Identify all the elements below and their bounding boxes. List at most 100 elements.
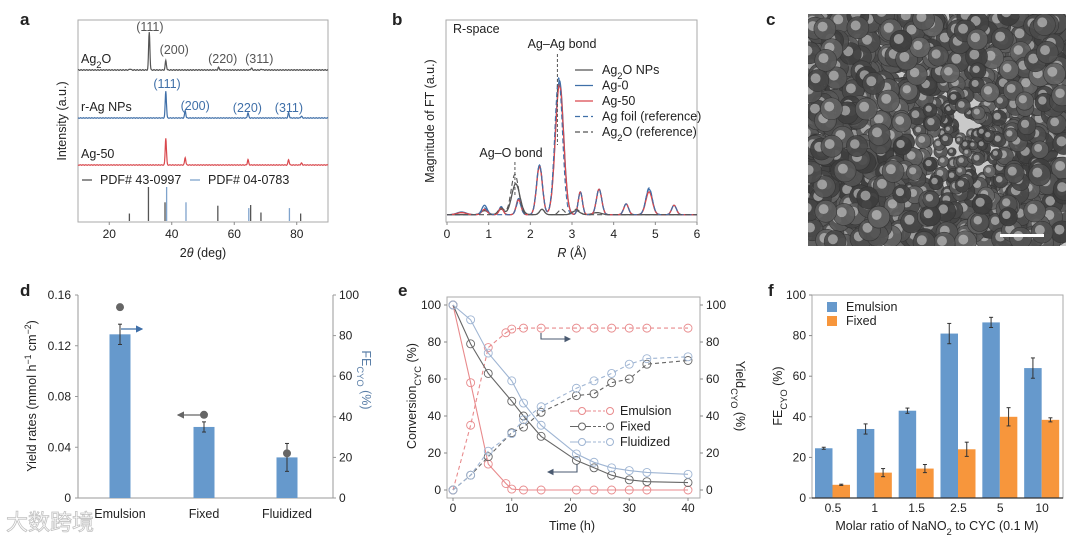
series-label-part: O: [102, 52, 112, 66]
droplet-highlight: [810, 73, 821, 84]
droplet-highlight: [1018, 95, 1027, 104]
yield-point: [589, 389, 599, 399]
droplet-highlight: [939, 157, 945, 163]
yield-point: [519, 415, 528, 425]
yield-point: [642, 323, 652, 333]
droplet-highlight: [931, 177, 938, 185]
legend-label-part: O NPs: [623, 63, 660, 77]
peak-label: (311): [245, 52, 273, 66]
y-tick-label: 40: [793, 410, 807, 424]
droplet-highlight: [978, 141, 984, 147]
droplet-highlight: [818, 204, 829, 215]
panel-letters: a b c d e f: [20, 10, 775, 300]
droplet-highlight: [937, 236, 947, 246]
scale-bar: [1000, 234, 1044, 237]
droplet-highlight: [942, 135, 949, 142]
droplet-highlight: [983, 86, 993, 95]
droplet-highlight: [978, 128, 984, 134]
y2-axis-label-part: Yield: [733, 361, 747, 388]
y2-tick-label: 80: [339, 329, 353, 343]
y2-tick-label: 40: [339, 410, 353, 424]
droplet-highlight: [873, 114, 884, 124]
droplet: [997, 14, 1020, 26]
yield-point: [519, 323, 528, 333]
y-axis-label-part: ): [25, 320, 39, 324]
droplet-highlight: [900, 14, 911, 21]
droplet-highlight: [808, 202, 812, 213]
yield-point: [466, 470, 476, 480]
y-axis-label-part: Conversion: [405, 386, 419, 449]
plot-frame: [77, 19, 329, 223]
conversion-point: [507, 376, 517, 386]
y2-tick-label: 40: [706, 409, 720, 423]
yield-point: [483, 343, 493, 352]
conversion-point: [483, 459, 493, 469]
droplet-highlight: [876, 178, 887, 189]
droplet-highlight: [1013, 45, 1024, 55]
droplet-highlight: [909, 167, 917, 175]
emulsion-bar: [898, 410, 917, 498]
x-tick-label: 1.5: [908, 501, 925, 515]
yield-point: [571, 323, 581, 333]
droplet-highlight: [923, 209, 933, 219]
legend-label: Ag-50: [602, 94, 635, 108]
y-tick-label: 60: [428, 372, 442, 386]
panel-letter-f: f: [768, 281, 774, 300]
conversion-point: [624, 475, 634, 485]
droplet-highlight: [1055, 88, 1065, 98]
y-tick-label: 20: [428, 446, 442, 460]
droplet-highlight: [957, 101, 965, 108]
droplet-highlight: [808, 164, 814, 175]
emulsion-bar: [856, 428, 875, 498]
x-axis-label-part: Molar ratio of NaNO: [835, 519, 946, 533]
legend-marker: [578, 422, 586, 431]
yield-bar: [276, 457, 298, 498]
droplet-highlight: [877, 14, 887, 17]
yield-point: [536, 407, 546, 417]
droplet-highlight: [938, 204, 948, 214]
droplet-highlight: [1044, 210, 1055, 220]
conversion-point: [624, 466, 634, 476]
conversion-point: [448, 300, 458, 310]
conversion-point: [483, 348, 493, 358]
legend-label: Emulsion: [846, 300, 897, 314]
yield-point: [624, 323, 634, 333]
y-tick-label: 0.04: [48, 440, 72, 454]
droplet-highlight: [944, 66, 953, 76]
droplet-highlight: [1007, 166, 1017, 176]
x-tick-label: 80: [290, 227, 304, 241]
yield-point: [536, 323, 546, 333]
x-tick-label: 5: [997, 501, 1004, 515]
droplet-highlight: [845, 83, 856, 94]
y-axis-label-part: Yield rates (mmol h: [25, 364, 39, 471]
y-axis-label-part: CYO: [779, 389, 789, 409]
x-axis-label-part: (Å): [566, 245, 586, 260]
yield-point: [571, 391, 581, 401]
droplet-highlight: [916, 235, 927, 246]
yield-point: [507, 429, 517, 439]
droplet-highlight: [1032, 167, 1043, 178]
x-tick-label: 20: [564, 501, 578, 515]
y-tick-label: 100: [786, 288, 806, 302]
conversion-point: [466, 378, 476, 388]
conversion-point: [589, 463, 599, 473]
fixed-bar: [916, 468, 934, 498]
droplet-highlight: [985, 167, 992, 173]
x-axis-label-part: 2: [947, 527, 952, 537]
y-axis-label-part: FE: [771, 410, 785, 426]
droplet-highlight: [948, 172, 955, 178]
y-axis-label-part: (%): [771, 366, 785, 389]
droplet-highlight: [902, 85, 911, 94]
droplet-highlight: [971, 79, 979, 87]
peak-label: (220): [233, 101, 262, 115]
droplet-highlight: [883, 22, 894, 33]
y-axis-label: Magnitude of FT (a.u.): [423, 59, 437, 182]
droplet-highlight: [824, 101, 835, 112]
y2-tick-label: 20: [339, 450, 353, 464]
droplet-highlight: [951, 53, 962, 64]
panel-d-yield-bar-chart: 0 0.04 0.08 0.12 0.16 0 20 40 60 80 100 Emulsion Fix…: [23, 288, 373, 521]
xrd-series-line: [77, 138, 329, 166]
y-tick-label: 60: [793, 369, 807, 383]
